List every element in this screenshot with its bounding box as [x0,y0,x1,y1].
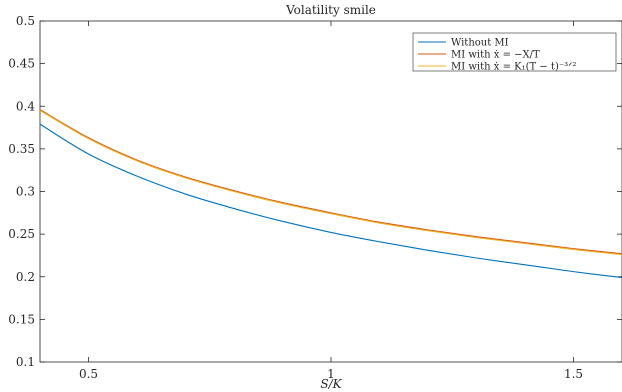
x-tick-label: 1.5 [564,367,583,381]
x-axis-label: S/K [320,377,342,391]
y-tick-label: 0.15 [8,312,35,326]
y-tick-label: 0.35 [8,142,35,156]
series-lines [39,109,622,279]
legend-label-2: MI with ẋ = −X/T [451,50,540,61]
y-tick-label: 0.45 [8,57,35,71]
series-line-3 [39,110,622,256]
y-tick-label: 0.4 [16,99,35,113]
chart-title: Volatility smile [285,3,376,17]
legend-label-3: MI with ẋ = K₁(T − t)⁻³ᐟ² [451,62,576,73]
y-axis: 0.1 0.15 0.2 0.25 0.3 0.35 0.4 0.45 0.5 [8,14,622,369]
plot-area [39,20,622,363]
legend-label-1: Without MI [451,38,509,49]
y-tick-label: 0.5 [16,14,35,28]
x-tick-label: 1 [327,367,335,381]
x-axis: 0.5 1 1.5 [79,21,583,381]
legend-box [412,32,617,72]
y-tick-label: 0.1 [16,355,35,369]
y-tick-label: 0.25 [8,227,35,241]
x-tick-label: 0.5 [79,367,98,381]
series-line-1 [39,123,622,279]
y-tick-label: 0.3 [16,185,35,199]
series-line-2 [39,109,622,255]
y-tick-label: 0.2 [16,270,35,284]
